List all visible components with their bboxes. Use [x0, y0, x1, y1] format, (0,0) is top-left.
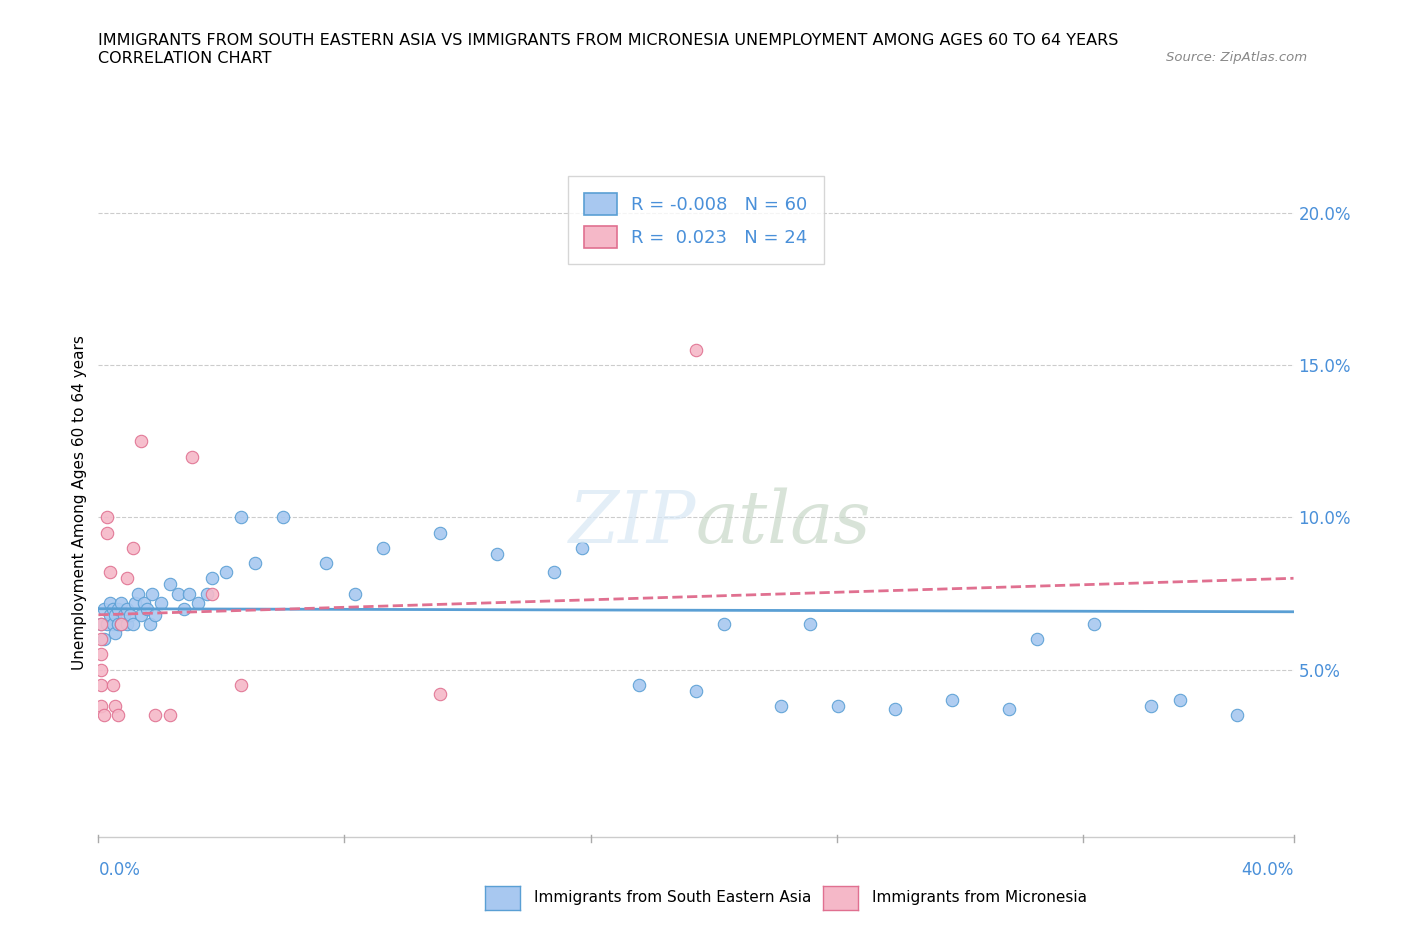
Point	[107, 708, 129, 723]
Point	[628, 677, 651, 692]
Point	[90, 647, 112, 662]
Point	[195, 586, 218, 601]
Point	[101, 602, 124, 617]
Point	[115, 571, 138, 586]
Point	[273, 510, 295, 525]
Point	[143, 708, 166, 723]
Point	[685, 342, 707, 357]
Point	[1168, 693, 1191, 708]
Point	[201, 586, 224, 601]
Point	[429, 686, 451, 701]
Point	[685, 684, 707, 698]
Point	[90, 631, 112, 646]
Point	[104, 626, 127, 641]
Text: Immigrants from South Eastern Asia: Immigrants from South Eastern Asia	[534, 890, 811, 905]
Point	[96, 617, 118, 631]
Point	[90, 662, 112, 677]
Point	[215, 565, 238, 579]
Point	[98, 565, 121, 579]
Point	[98, 607, 121, 622]
Point	[167, 586, 190, 601]
Point	[90, 617, 112, 631]
Text: IMMIGRANTS FROM SOUTH EASTERN ASIA VS IMMIGRANTS FROM MICRONESIA UNEMPLOYMENT AM: IMMIGRANTS FROM SOUTH EASTERN ASIA VS IM…	[98, 33, 1119, 47]
Point	[90, 698, 112, 713]
Point	[485, 547, 508, 562]
Point	[799, 617, 821, 631]
Point	[713, 617, 735, 631]
Y-axis label: Unemployment Among Ages 60 to 64 years: Unemployment Among Ages 60 to 64 years	[72, 335, 87, 670]
Point	[138, 617, 160, 631]
Point	[115, 617, 138, 631]
Point	[229, 510, 252, 525]
Point	[229, 677, 252, 692]
Point	[101, 617, 124, 631]
Point	[571, 540, 593, 555]
Point	[141, 586, 163, 601]
Point	[112, 607, 135, 622]
Point	[827, 698, 849, 713]
Point	[107, 617, 129, 631]
Point	[104, 607, 127, 622]
Point	[96, 510, 118, 525]
Text: 0.0%: 0.0%	[98, 860, 141, 879]
Point	[129, 607, 152, 622]
Point	[1026, 631, 1049, 646]
Point	[110, 595, 132, 610]
Point	[543, 565, 565, 579]
Point	[159, 577, 181, 591]
Point	[132, 595, 155, 610]
Point	[90, 677, 112, 692]
Point	[98, 595, 121, 610]
Text: ZIP: ZIP	[568, 487, 696, 558]
Point	[181, 449, 204, 464]
Point	[135, 602, 157, 617]
Point	[187, 595, 209, 610]
Text: CORRELATION CHART: CORRELATION CHART	[98, 51, 271, 66]
Point	[104, 698, 127, 713]
Point	[770, 698, 793, 713]
Point	[93, 708, 115, 723]
Point	[143, 607, 166, 622]
Point	[93, 602, 115, 617]
Point	[129, 434, 152, 449]
Point	[201, 571, 224, 586]
Text: Immigrants from Micronesia: Immigrants from Micronesia	[872, 890, 1087, 905]
Point	[371, 540, 394, 555]
Point	[107, 602, 129, 617]
Point	[173, 602, 195, 617]
Point	[179, 586, 201, 601]
Text: Source: ZipAtlas.com: Source: ZipAtlas.com	[1167, 51, 1308, 64]
Point	[998, 702, 1021, 717]
Point	[343, 586, 366, 601]
Point	[159, 708, 181, 723]
Point	[127, 586, 149, 601]
Point	[1140, 698, 1163, 713]
Point	[101, 677, 124, 692]
Legend: R = -0.008   N = 60, R =  0.023   N = 24: R = -0.008 N = 60, R = 0.023 N = 24	[568, 177, 824, 264]
Point	[243, 555, 266, 570]
Point	[90, 617, 112, 631]
Text: atlas: atlas	[696, 487, 872, 558]
Text: 40.0%: 40.0%	[1241, 860, 1294, 879]
Point	[941, 693, 963, 708]
Point	[93, 631, 115, 646]
Point	[315, 555, 337, 570]
Point	[110, 617, 132, 631]
Point	[150, 595, 173, 610]
Point	[1226, 708, 1249, 723]
Point	[96, 525, 118, 540]
Point	[429, 525, 451, 540]
Point	[1083, 617, 1105, 631]
Point	[121, 540, 143, 555]
Point	[124, 595, 146, 610]
Point	[110, 617, 132, 631]
Point	[115, 602, 138, 617]
Point	[118, 607, 141, 622]
Point	[884, 702, 907, 717]
Point	[121, 617, 143, 631]
